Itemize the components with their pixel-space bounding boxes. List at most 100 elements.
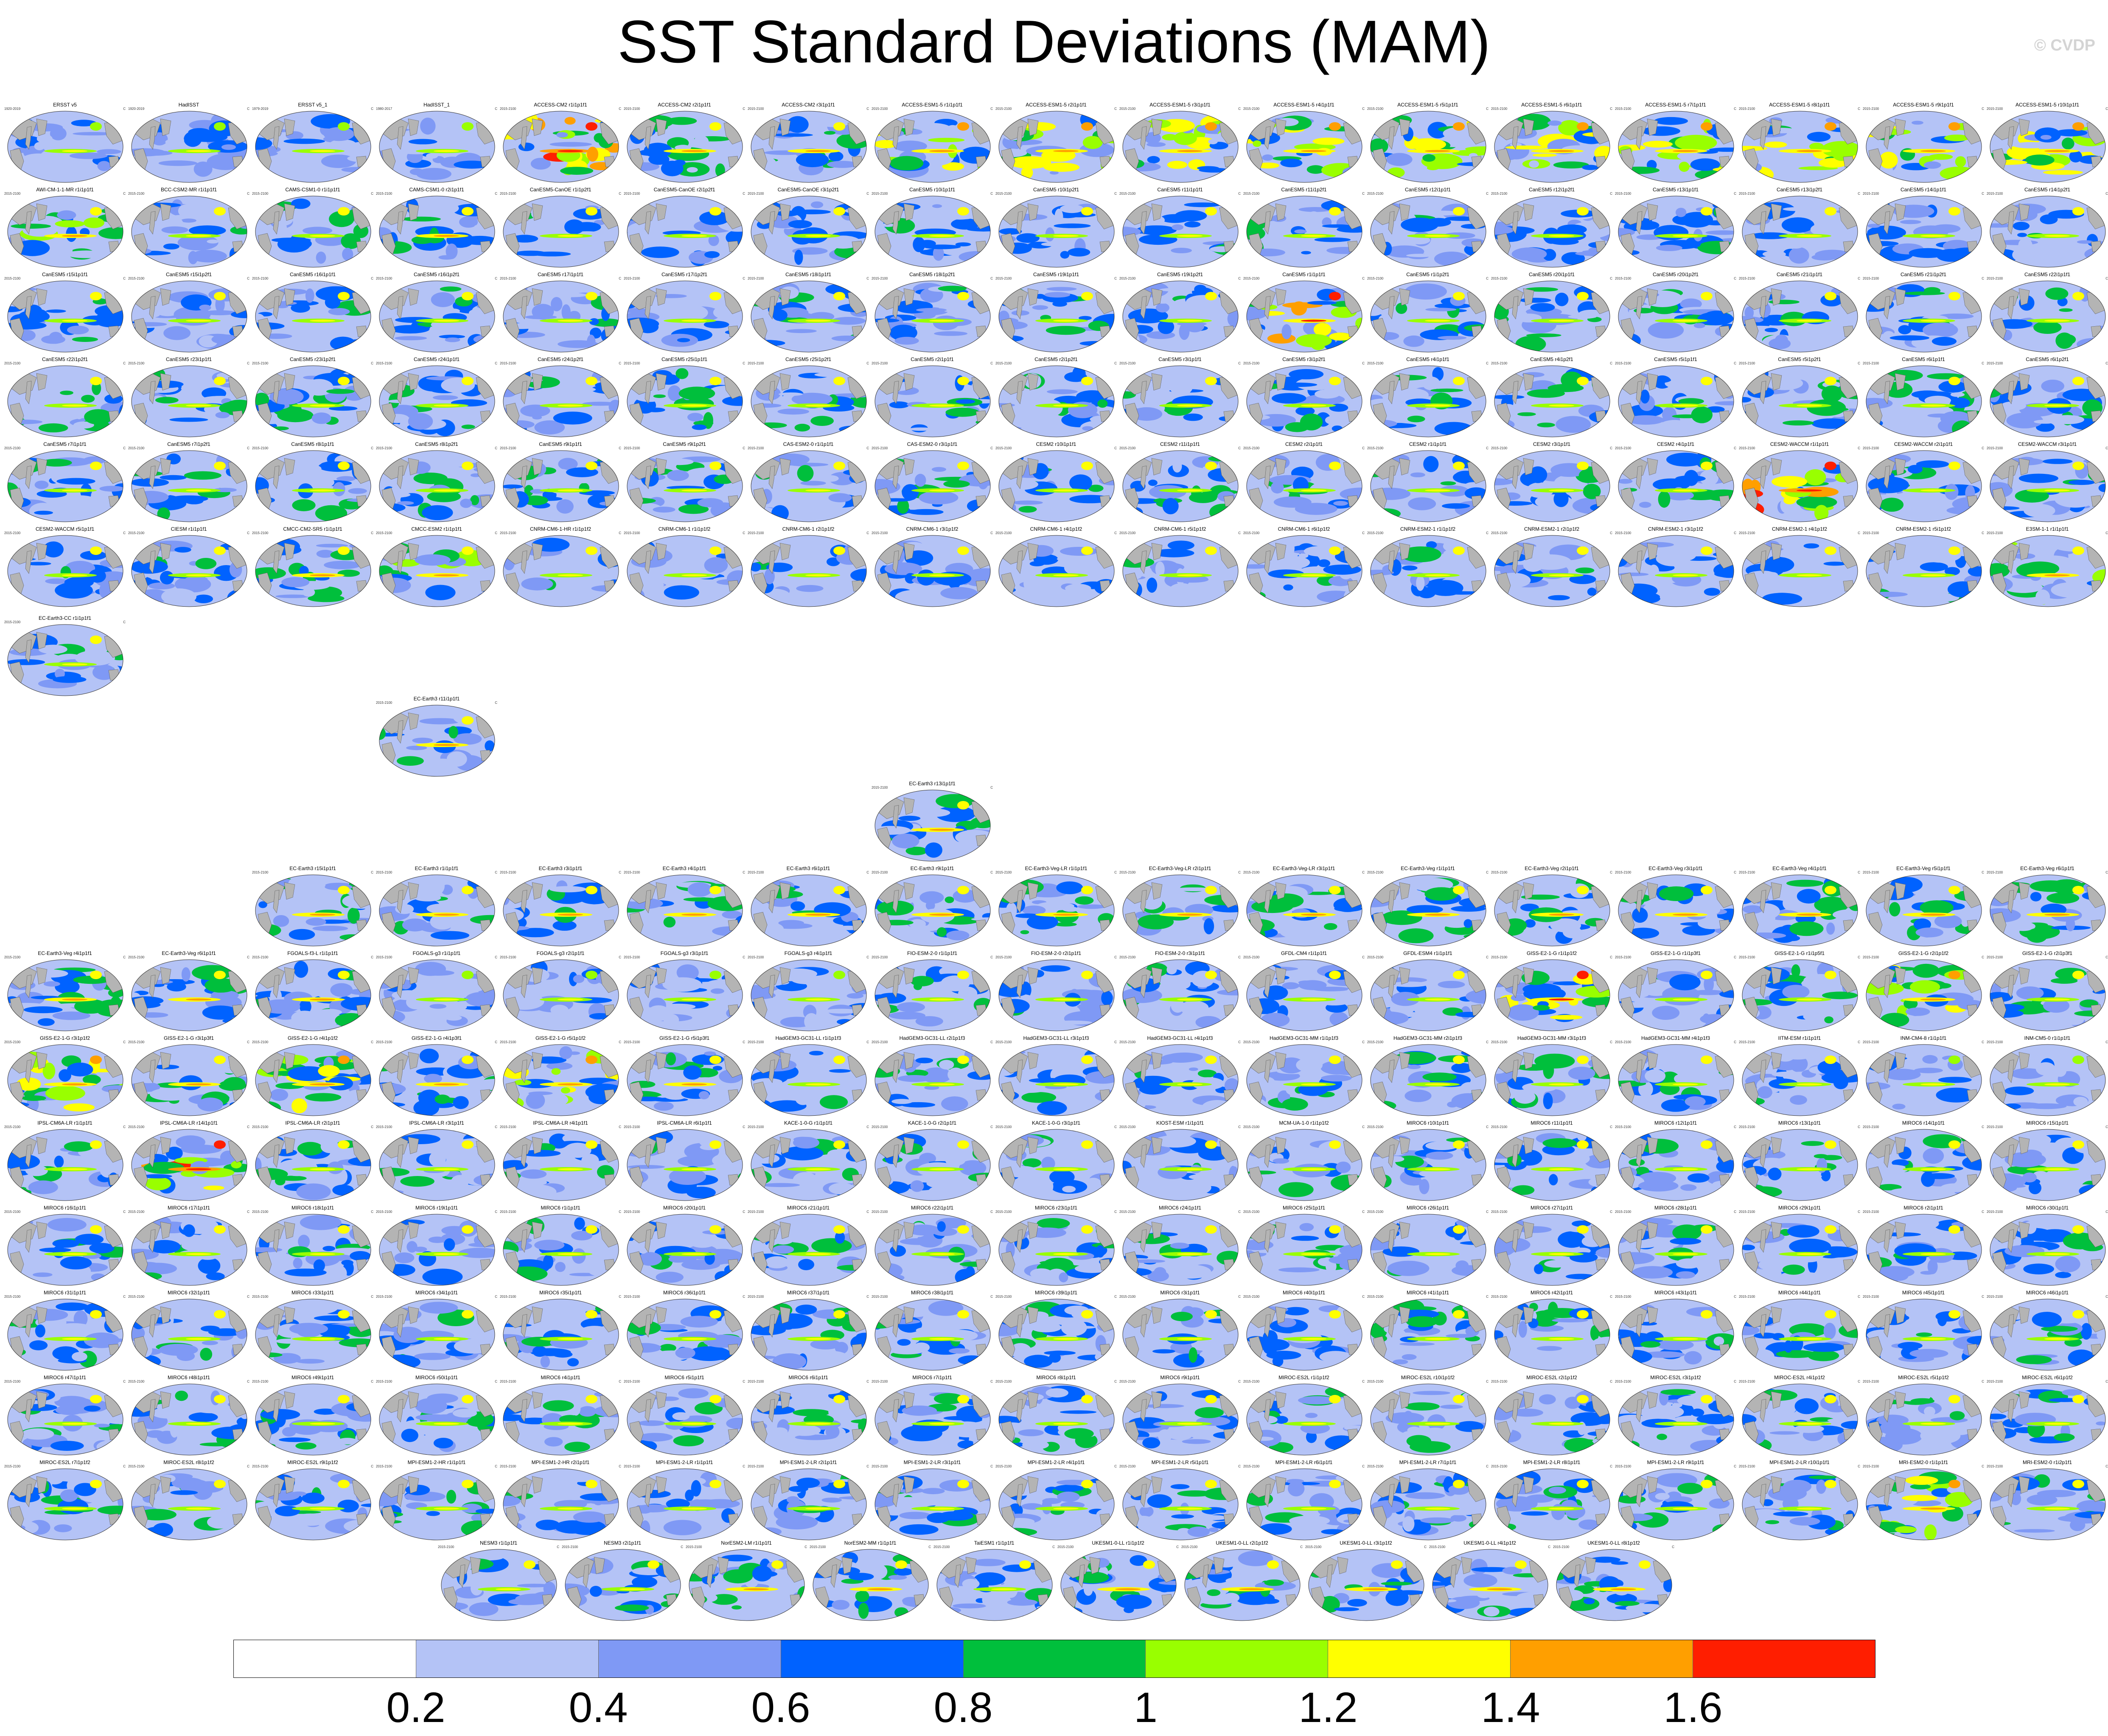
panel-title: ACCESS-ESM1-5 r10i1p1f1 [2015, 102, 2080, 108]
map-svg [627, 196, 743, 268]
sst-anomaly-region [787, 539, 820, 552]
sst-anomaly-region [1065, 584, 1091, 593]
panel-title: ACCESS-ESM1-5 r2i1p1f1 [1026, 102, 1087, 108]
equatorial-core [929, 574, 955, 577]
sst-anomaly-region [190, 249, 227, 263]
sst-anomaly-region [1267, 333, 1296, 344]
sst-anomaly-region [1889, 335, 1929, 341]
sst-anomaly-region [793, 209, 831, 215]
sst-anomaly-region [158, 160, 197, 166]
sst-anomaly-region [132, 511, 143, 516]
sst-anomaly-region [321, 154, 356, 168]
sst-anomaly-region [1691, 406, 1713, 423]
map-svg [1742, 111, 1858, 183]
sst-anomaly-region [364, 141, 371, 153]
equatorial-core [1797, 404, 1822, 407]
sst-anomaly-region [408, 413, 433, 430]
sst-anomaly-region [1781, 217, 1814, 233]
sst-anomaly-region [2055, 491, 2096, 508]
kuroshio-hotspot [1329, 207, 1341, 216]
map-svg [255, 450, 371, 522]
map-svg [1742, 365, 1858, 437]
sst-anomaly-region [945, 896, 954, 903]
map-svg [255, 280, 371, 353]
land-mass [2018, 118, 2030, 136]
sst-anomaly-region [277, 409, 314, 423]
sst-anomaly-region [1772, 476, 1808, 488]
map-border [998, 111, 1115, 183]
panel-units: C [495, 107, 497, 111]
sst-anomaly-region [149, 582, 175, 590]
equatorial-core [62, 150, 87, 152]
sst-anomaly-region [1532, 153, 1557, 157]
sst-anomaly-region [549, 142, 592, 147]
equatorial-core [1425, 913, 1450, 916]
map-panel: CESM2 r3i1p1f1 2015-2100 C [1490, 441, 1613, 526]
panel-title: CNRM-CM6-1 r6i1p1f2 [1278, 526, 1330, 532]
map-panel: CanESM5 r15i1p2f1 2015-2100 C [127, 272, 250, 356]
panel-years: 2015-2100 [624, 107, 640, 111]
sst-anomaly-region [930, 420, 947, 426]
equatorial-core [681, 319, 707, 322]
sst-anomaly-region [1256, 162, 1279, 169]
sst-anomaly-region [255, 137, 272, 150]
kuroshio-hotspot [1329, 546, 1341, 555]
sst-anomaly-region [692, 424, 707, 430]
land-mass [1027, 118, 1039, 136]
kuroshio-hotspot [1577, 546, 1589, 555]
panel-title: AWI-CM-1-1-MR r1i1p1f1 [36, 187, 94, 193]
equatorial-core [1673, 404, 1698, 407]
kuroshio-hotspot [709, 377, 721, 385]
map-svg [7, 111, 123, 183]
equatorial-core [1053, 574, 1079, 577]
kuroshio-hotspot [2072, 122, 2084, 131]
sst-anomaly-region [1915, 927, 1943, 938]
sst-anomaly-region [1950, 398, 1970, 409]
sst-anomaly-region [561, 304, 571, 320]
sst-anomaly-region [290, 169, 314, 176]
sst-anomaly-region [56, 478, 95, 485]
equatorial-core [1920, 574, 1946, 577]
sst-anomaly-region [1900, 220, 1921, 224]
map-svg [1990, 196, 2106, 268]
sst-anomaly-region [1082, 426, 1093, 431]
equatorial-core [805, 150, 831, 152]
sst-anomaly-region [446, 751, 467, 767]
panel-title: EC-Earth3-Veg r3i1p1f1 [1648, 865, 1703, 871]
sst-anomaly-region [1408, 497, 1436, 510]
map-panel: CanESM5 r19i1p2f1 2015-2100 C [1118, 272, 1242, 356]
panel-title: HadISST [178, 102, 199, 108]
sst-anomaly-region [432, 395, 458, 400]
panel-title: ACCESS-ESM1-5 r1i1p1f1 [902, 102, 963, 108]
panel-units: C [2105, 107, 2108, 111]
sst-anomaly-region [1194, 588, 1207, 602]
map-panel: CNRM-CM6-1 r2i1p1f2 2015-2100 C [747, 526, 870, 611]
map-svg [1618, 280, 1734, 353]
map-svg [751, 535, 867, 607]
map-panel: CanESM5 r12i1p2f1 2015-2100 C [1490, 187, 1613, 272]
map-panel: CanESM5 r8i1p2f1 2015-2100 C [375, 441, 498, 526]
kuroshio-hotspot [90, 636, 102, 644]
sst-anomaly-region [1587, 588, 1597, 596]
panel-title: CNRM-ESM2-1 r1i1p1f2 [1400, 526, 1456, 532]
sst-anomaly-region [215, 412, 230, 418]
sst-anomaly-region [416, 168, 451, 180]
equatorial-core [2044, 574, 2070, 577]
sst-anomaly-region [2043, 170, 2083, 175]
sst-anomaly-region [518, 143, 535, 151]
map-svg [1246, 280, 1362, 353]
sst-anomaly-region [1465, 146, 1486, 151]
kuroshio-hotspot [338, 377, 350, 385]
equatorial-core [558, 489, 583, 492]
sst-anomaly-region [1021, 166, 1033, 179]
sst-anomaly-region [180, 456, 190, 471]
sst-anomaly-region [1273, 496, 1312, 508]
equatorial-core [1301, 913, 1326, 916]
panel-title: ACCESS-CM2 r1i1p1f1 [534, 102, 587, 108]
sst-anomaly-region [1404, 203, 1446, 210]
map-panel: CNRM-ESM2-1 r2i1p1f2 2015-2100 C [1490, 526, 1613, 611]
sst-anomaly-region [664, 585, 699, 600]
sst-anomaly-region [1078, 160, 1088, 165]
map-panel: EC-Earth3-Veg-LR r1i1p1f1 2015-2100 C [995, 865, 1118, 950]
kuroshio-hotspot [338, 292, 350, 300]
